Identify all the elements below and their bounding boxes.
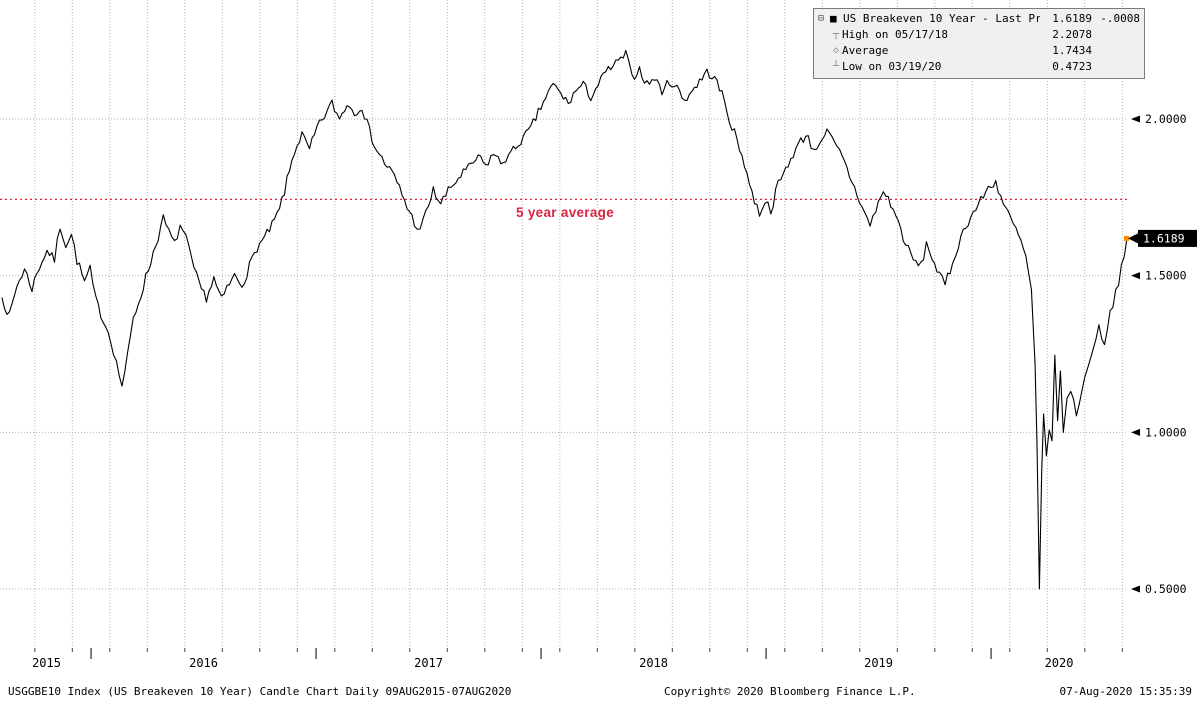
chart-legend: ⊟ ■ US Breakeven 10 Year - Last Price 1.… [813, 8, 1145, 79]
y-axis-tick-arrow [1131, 272, 1140, 280]
legend-row-last-price[interactable]: ⊟ ■ US Breakeven 10 Year - Last Price 1.… [818, 11, 1140, 27]
y-axis-label: 1.0000 [1145, 425, 1187, 439]
y-axis-label: 1.5000 [1145, 269, 1187, 283]
y-axis-label: 0.5000 [1145, 582, 1187, 596]
x-axis-label: 2017 [414, 656, 443, 670]
high-marker-icon: ┬ [832, 29, 840, 40]
last-price-box [1138, 229, 1197, 247]
legend-series-label: US Breakeven 10 Year - Last Price [843, 12, 1040, 25]
candle-series-swatch-icon: ■ [830, 12, 837, 25]
last-price-arrow [1128, 233, 1138, 244]
last-price-tag: 1.6189 [1143, 231, 1185, 245]
legend-high-label: High on 05/17/18 [842, 28, 948, 41]
x-axis-label: 2020 [1045, 656, 1074, 670]
x-axis-label: 2018 [639, 656, 668, 670]
legend-high-value: 2.2078 [1052, 28, 1092, 41]
average-marker-icon: ◇ [832, 45, 840, 56]
series-end-marker [1124, 235, 1129, 241]
price-series-line [1, 49, 1128, 590]
low-marker-icon: ┴ [832, 61, 840, 72]
y-axis-tick-arrow [1131, 115, 1140, 123]
footer-ticker-description: USGGBE10 Index (US Breakeven 10 Year) Ca… [8, 685, 512, 698]
legend-low-label: Low on 03/19/20 [842, 60, 942, 73]
y-axis-tick-arrow [1131, 585, 1140, 593]
y-axis-tick-arrow [1131, 428, 1140, 436]
five-year-average-annotation: 5 year average [516, 205, 615, 221]
legend-average-label: Average [842, 44, 889, 57]
x-axis-label: 2016 [189, 656, 218, 670]
legend-average-value: 1.7434 [1052, 44, 1092, 57]
y-axis-label: 2.0000 [1145, 112, 1187, 126]
x-axis-label: 2015 [32, 656, 61, 670]
legend-row-high[interactable]: ┬ High on 05/17/18 2.2078 [818, 27, 1140, 43]
x-axis-label: 2019 [864, 656, 893, 670]
footer-copyright: Copyright© 2020 Bloomberg Finance L.P. [664, 685, 916, 698]
footer-timestamp: 07-Aug-2020 15:35:39 [1059, 685, 1192, 698]
legend-row-average[interactable]: ◇ Average 1.7434 [818, 43, 1140, 59]
legend-low-value: 0.4723 [1052, 60, 1092, 73]
legend-last-price-value: 1.6189 [1052, 12, 1092, 25]
legend-last-price-change: -.0008 [1100, 12, 1140, 25]
tree-collapse-icon[interactable]: ⊟ [818, 13, 825, 24]
legend-row-low[interactable]: ┴ Low on 03/19/20 0.4723 [818, 59, 1140, 75]
